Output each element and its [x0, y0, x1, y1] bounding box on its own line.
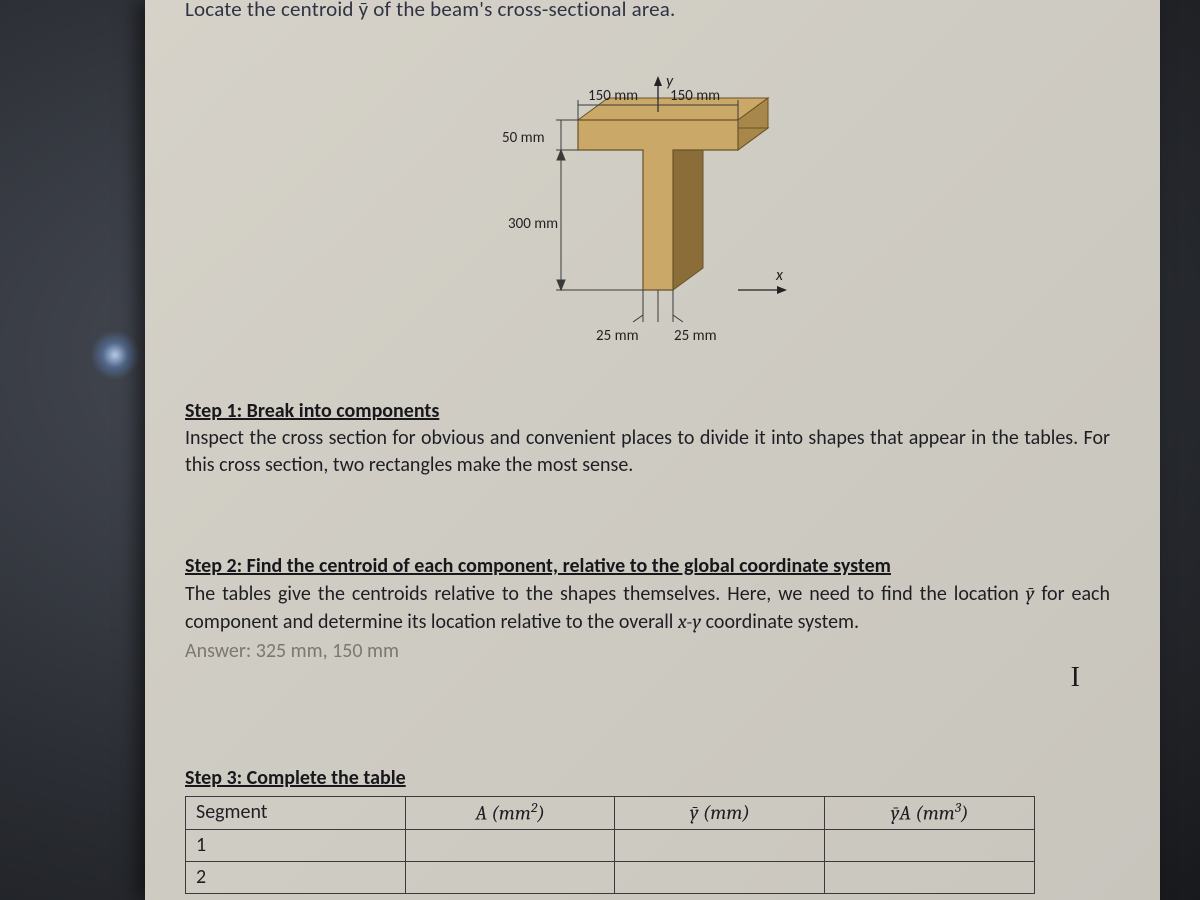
step1-body: Inspect the cross section for obvious an…	[185, 426, 1110, 477]
cell-y-1[interactable]	[615, 829, 825, 861]
step3-title: Step 3: Complete the table	[185, 766, 406, 790]
table-row: 2	[186, 861, 1035, 893]
table-header-row: Segment A (mm2) ȳ (mm) ȳA (mm3)	[186, 797, 1035, 830]
document-page: Locate the centroid ȳ of the beam's cros…	[145, 0, 1160, 900]
step2-body-c: coordinate system.	[701, 610, 859, 634]
problem-title: Locate the centroid ȳ of the beam's cros…	[185, 0, 1110, 22]
step1-title: Step 1: Break into components	[185, 399, 439, 423]
cell-ya-1[interactable]	[825, 829, 1035, 861]
col-ya: ȳA (mm3)	[825, 797, 1035, 830]
lens-flare	[90, 330, 140, 380]
cell-seg-2: 2	[186, 861, 406, 893]
diagram-container: y x 150 mm 150 mm 50 mm	[185, 50, 1110, 360]
step3-block: Step 3: Complete the table Segment A (mm…	[185, 765, 1110, 894]
dim-bot-left: 25 mm	[596, 327, 639, 345]
cell-ya-2[interactable]	[825, 861, 1035, 893]
step2-block: Step 2: Find the centroid of each compon…	[185, 553, 1110, 665]
text-cursor-icon: I	[1071, 662, 1080, 694]
dim-bot-right: 25 mm	[674, 327, 717, 345]
cell-seg-1: 1	[186, 829, 406, 861]
dim-top-left: 150 mm	[588, 87, 638, 105]
dim-web-h: 300 mm	[508, 215, 558, 233]
step2-title: Step 2: Find the centroid of each compon…	[185, 554, 891, 578]
table-row: 1	[186, 829, 1035, 861]
cell-a-2[interactable]	[405, 861, 615, 893]
step2-xy: x-y	[678, 610, 701, 633]
col-area: A (mm2)	[405, 797, 615, 830]
tsection-diagram: y x 150 mm 150 mm 50 mm	[438, 50, 858, 360]
x-axis-label: x	[775, 266, 784, 285]
dim-top-right: 150 mm	[670, 87, 720, 105]
col-segment: Segment	[186, 797, 406, 830]
col-ybar: ȳ (mm)	[615, 797, 825, 830]
cell-a-1[interactable]	[405, 829, 615, 861]
dim-flange-h: 50 mm	[502, 129, 545, 147]
centroid-table: Segment A (mm2) ȳ (mm) ȳA (mm3) 1 2	[185, 796, 1035, 894]
step2-body-a: The tables give the centroids relative t…	[185, 582, 1026, 606]
step1-block: Step 1: Break into components Inspect th…	[185, 398, 1110, 479]
cell-y-2[interactable]	[615, 861, 825, 893]
step2-answer: Answer: 325 mm, 150 mm	[185, 638, 1110, 665]
